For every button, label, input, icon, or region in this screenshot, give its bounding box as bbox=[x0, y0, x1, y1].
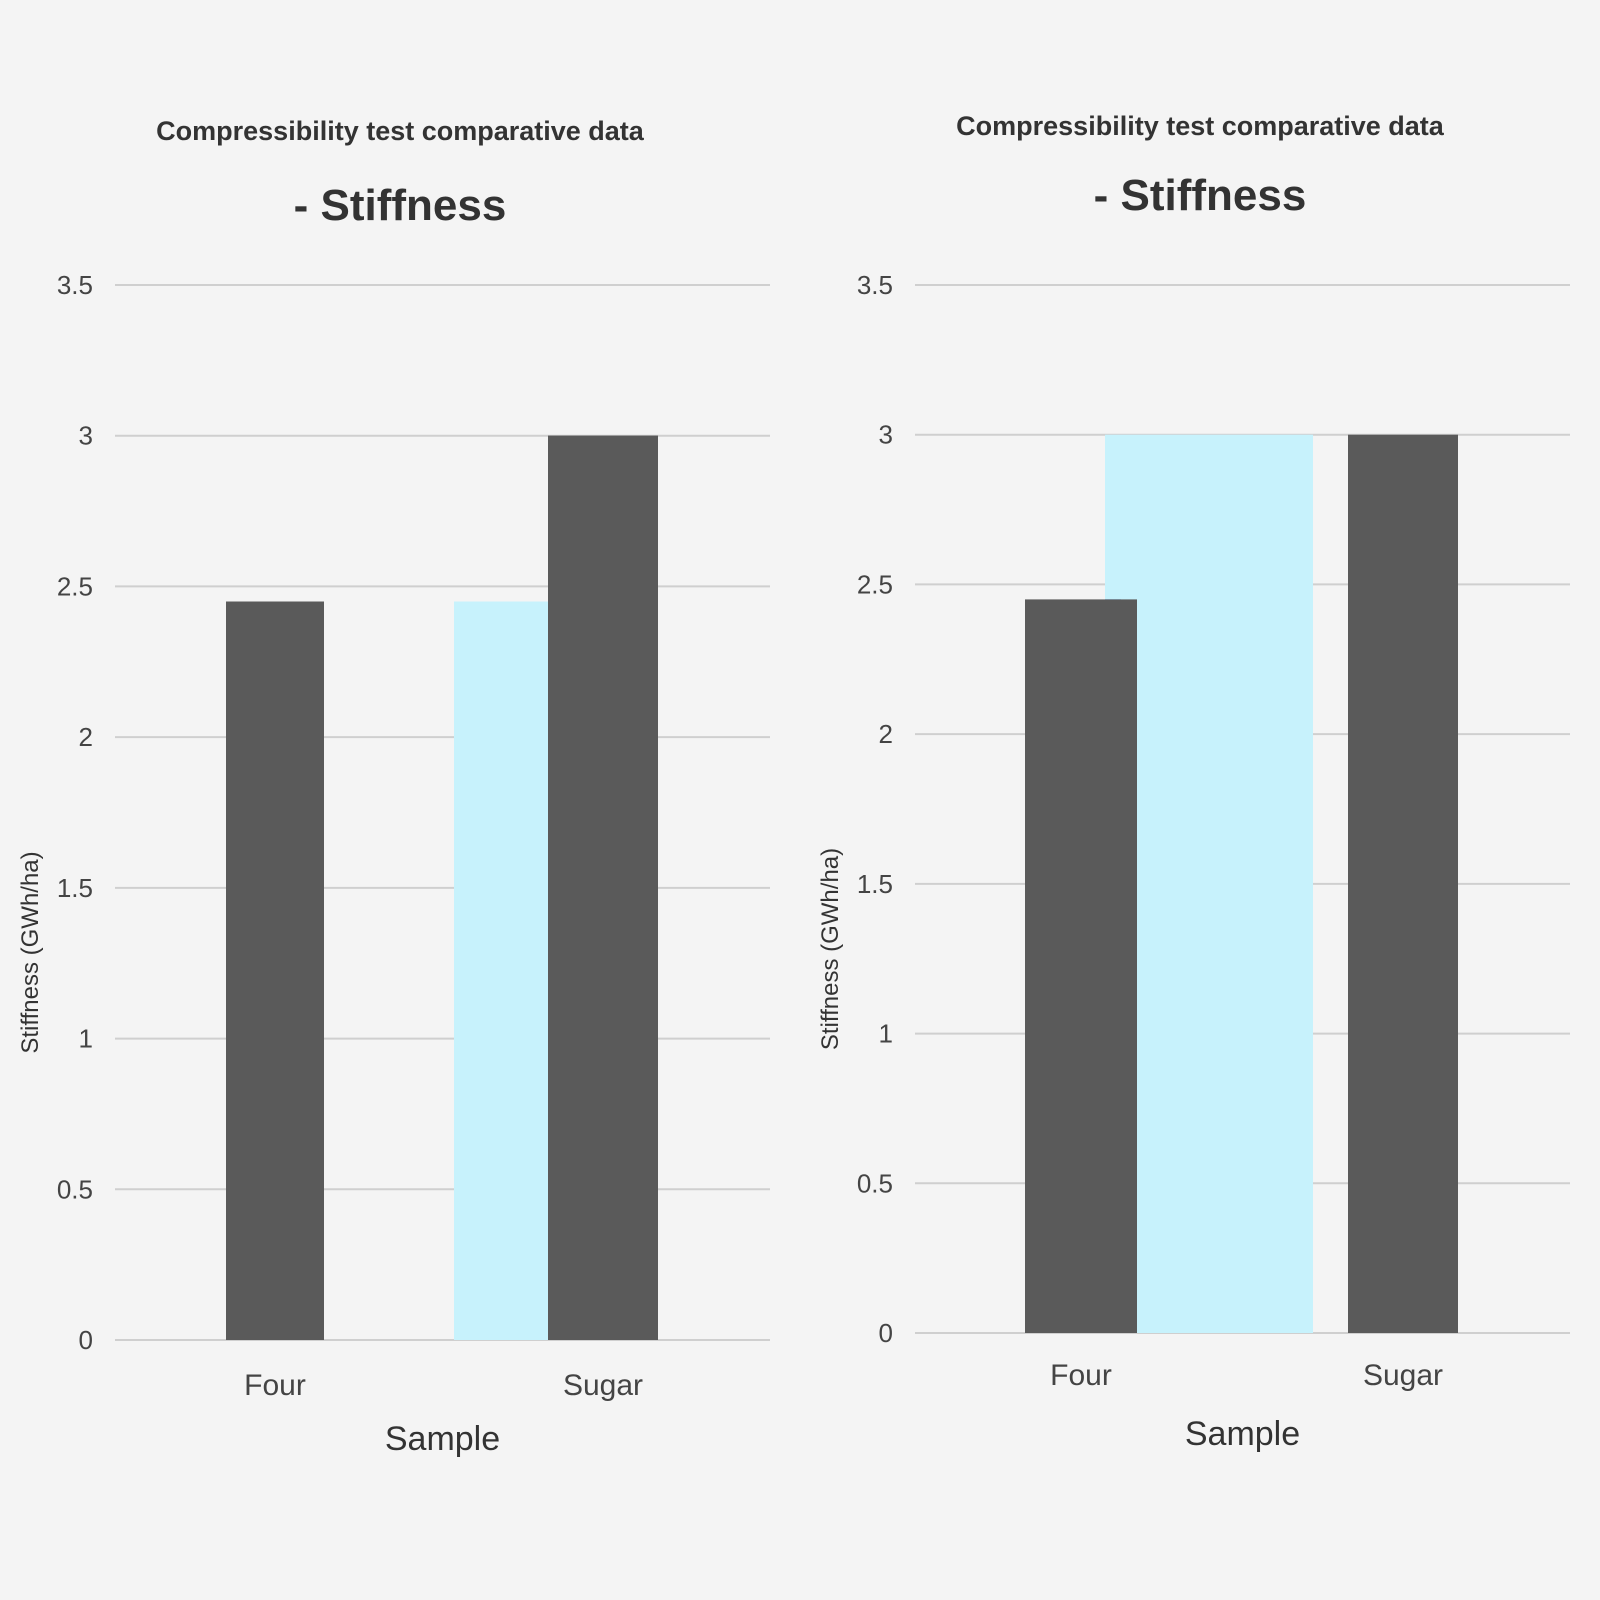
chart-title-line-2: - Stiffness bbox=[294, 181, 507, 230]
x-tick-label: Sugar bbox=[563, 1369, 643, 1402]
y-tick-label: 2.5 bbox=[57, 571, 93, 601]
bar-segment-top bbox=[548, 435, 658, 602]
y-tick-label: 3.5 bbox=[857, 270, 893, 300]
y-tick-label: 3.5 bbox=[57, 270, 93, 300]
y-tick-label: 3 bbox=[79, 421, 93, 451]
y-axis-title: Stiffness (GWh/ha) bbox=[17, 851, 44, 1053]
y-tick-label: 2.5 bbox=[857, 569, 893, 599]
y-tick-label: 0.5 bbox=[57, 1174, 93, 1204]
y-tick-label: 0 bbox=[79, 1325, 93, 1355]
bar-sugar-s0 bbox=[1348, 434, 1458, 1333]
y-tick-label: 1 bbox=[79, 1024, 93, 1054]
x-tick-label: Four bbox=[1050, 1359, 1112, 1392]
chart-title: Compressibility test comparative data bbox=[156, 116, 645, 146]
y-tick-label: 2 bbox=[879, 719, 893, 749]
chart-title: Compressibility test comparative data bbox=[956, 111, 1445, 141]
y-tick-label: 0.5 bbox=[857, 1168, 893, 1198]
chart-panel-2: Compressibility test comparative data - S… bbox=[817, 111, 1570, 1453]
y-tick-label: 1.5 bbox=[857, 869, 893, 899]
x-axis-title: Sample bbox=[1185, 1415, 1300, 1453]
y-tick-label: 0 bbox=[879, 1318, 893, 1348]
y-tick-label: 1 bbox=[879, 1019, 893, 1049]
x-axis-title: Sample bbox=[385, 1420, 500, 1458]
bar-four-s2 bbox=[1105, 434, 1313, 1333]
y-axis-title: Stiffness (GWh/ha) bbox=[817, 848, 844, 1050]
y-tick-label: 3 bbox=[879, 420, 893, 450]
y-tick-label: 2 bbox=[79, 722, 93, 752]
bar-four-s0 bbox=[226, 601, 324, 1340]
x-tick-label: Sugar bbox=[1363, 1359, 1443, 1392]
chart-title-line-2: - Stiffness bbox=[1094, 171, 1307, 220]
x-tick-label: Four bbox=[244, 1369, 306, 1402]
chart-panel-1: Compressibility test comparative data - S… bbox=[17, 116, 770, 1458]
bar-four-s0 bbox=[1025, 599, 1137, 1333]
y-tick-label: 1.5 bbox=[57, 873, 93, 903]
